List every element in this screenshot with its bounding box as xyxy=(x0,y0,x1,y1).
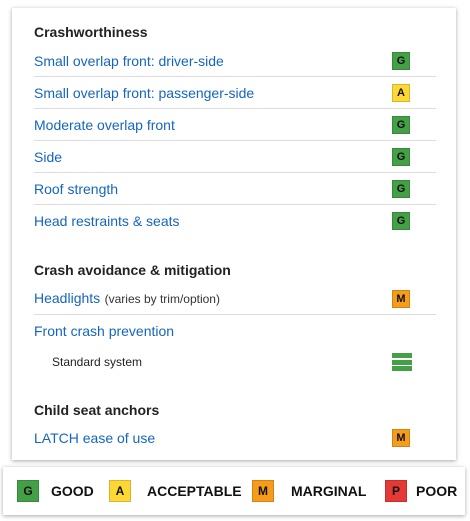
rating-row-roof-strength[interactable]: Roof strength G xyxy=(34,173,436,205)
rating-badge: G xyxy=(392,115,410,134)
stripe xyxy=(392,359,412,365)
legend-item-poor: P POOR xyxy=(385,467,457,515)
legend-label: POOR xyxy=(416,483,458,499)
rating-row-label[interactable]: Head restraints & seats xyxy=(34,213,180,229)
legend-badge: G xyxy=(17,480,39,502)
rating-row-moderate-overlap[interactable]: Moderate overlap front G xyxy=(34,109,436,141)
rating-badge: M xyxy=(392,289,410,308)
rating-row-label[interactable]: Roof strength xyxy=(34,180,119,197)
rating-badge: G xyxy=(392,179,410,198)
rating-row-label[interactable]: Front crash prevention xyxy=(34,323,175,339)
rating-row-label[interactable]: Moderate overlap front xyxy=(34,116,175,133)
ratings-card: Crashworthiness Small overlap front: dri… xyxy=(12,8,456,460)
rating-row-front-crash-prevention[interactable]: Front crash prevention xyxy=(34,315,436,347)
legend-item-good: G GOOD xyxy=(17,467,94,515)
rating-badge: G xyxy=(392,147,410,166)
legend-label: ACCEPTABLE xyxy=(147,483,242,499)
rating-row-label[interactable]: Side xyxy=(34,148,63,165)
legend-label: GOOD xyxy=(51,483,94,499)
legend-item-acceptable: A ACCEPTABLE xyxy=(109,467,242,515)
sub-row-standard-system: Standard system xyxy=(52,346,436,378)
rating-row-label[interactable]: Headlights xyxy=(34,289,101,306)
rating-row-headlights[interactable]: Headlights (varies by trim/option) M xyxy=(34,283,436,315)
section-title-crashworthiness: Crashworthiness xyxy=(34,24,148,40)
legend-label: MARGINAL xyxy=(291,483,367,499)
rating-row-label[interactable]: Small overlap front: passenger-side xyxy=(34,84,255,101)
sub-row-label: Standard system xyxy=(52,355,143,369)
rating-row-latch[interactable]: LATCH ease of use M xyxy=(34,422,436,454)
legend-item-marginal: M MARGINAL xyxy=(252,467,366,515)
superior-rating-icon xyxy=(392,353,412,371)
rating-row-label[interactable]: LATCH ease of use xyxy=(34,430,156,446)
rating-badge: A xyxy=(392,83,410,102)
rating-badge: G xyxy=(392,51,410,70)
rating-row-small-overlap-passenger[interactable]: Small overlap front: passenger-side A xyxy=(34,77,436,109)
legend-badge: A xyxy=(109,480,131,502)
section-title-child-seat: Child seat anchors xyxy=(34,402,160,418)
stripe xyxy=(392,366,412,371)
section-title-crash-avoidance: Crash avoidance & mitigation xyxy=(34,262,231,278)
rating-badge: G xyxy=(392,212,410,230)
headlights-label-group: Headlights (varies by trim/option) xyxy=(34,290,220,308)
stripe xyxy=(392,353,412,358)
rating-row-label[interactable]: Small overlap front: driver-side xyxy=(34,52,224,69)
rating-row-small-overlap-driver[interactable]: Small overlap front: driver-side G xyxy=(34,45,436,77)
rating-legend: G GOOD A ACCEPTABLE M MARGINAL P POOR xyxy=(3,467,465,515)
rating-row-side[interactable]: Side G xyxy=(34,141,436,173)
legend-badge: M xyxy=(252,480,274,502)
rating-row-head-restraints[interactable]: Head restraints & seats G xyxy=(34,205,436,237)
rating-badge: M xyxy=(392,429,410,447)
headlights-note: (varies by trim/option) xyxy=(104,291,220,306)
legend-badge: P xyxy=(385,480,407,502)
